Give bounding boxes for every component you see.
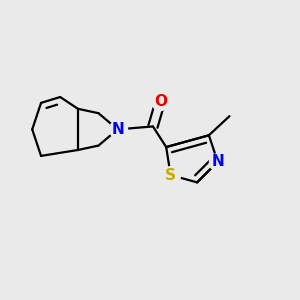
Text: N: N xyxy=(111,122,124,137)
Text: S: S xyxy=(165,167,176,182)
Text: O: O xyxy=(154,94,167,109)
Text: N: N xyxy=(211,154,224,169)
